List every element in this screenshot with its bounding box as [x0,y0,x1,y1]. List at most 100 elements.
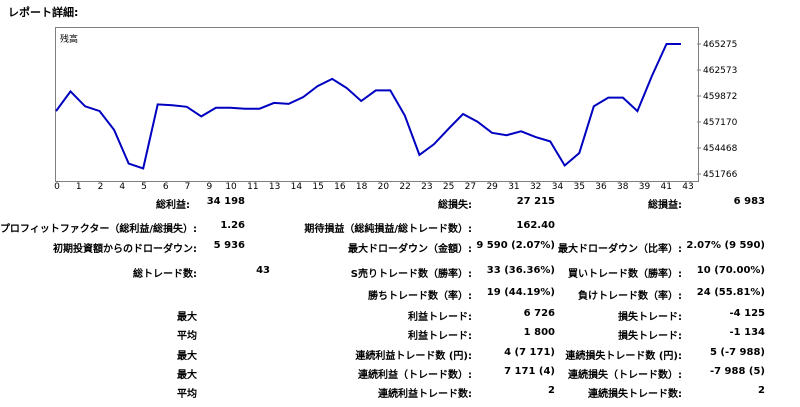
winning-trades-label: 勝ちトレード数（率）: [368,291,472,302]
gross-profit-label: 総利益: [156,200,190,211]
max-consecutive-wins-value: 4 (7 171) [504,347,555,358]
max-consecutive-amount-label: 最大 [177,370,197,381]
expected-payoff-label: 期待損益（総純損益/総トレード数）: [304,224,472,235]
total-trades-value: 43 [256,265,270,276]
y-tick-label: 457170 [703,118,738,128]
x-tick-label: 32 [530,182,541,192]
buy-trades-label: 買いトレード数（勝率）: [568,269,682,280]
sell-trades-value: 33 (36.36%) [486,265,555,276]
x-tick-label: 38 [617,182,629,192]
stats-row-max-consecutive-amount: 最大 連続利益（トレード数）: 7 171 (4) 連続損失（トレード数）: -… [0,366,800,384]
x-tick-label: 15 [312,182,323,192]
x-tick-label: 7 [185,182,191,192]
x-tick-label: 2 [98,182,104,192]
avg-consecutive-wins-label: 連続利益トレード数: [378,389,472,400]
stats-row-avg-consecutive: 平均 連続利益トレード数: 2 連続損失トレード数: 2 [0,385,800,403]
max-consecutive-profit-value: 7 171 (4) [504,366,555,377]
balance-series-line [55,43,681,170]
max-drawdown-amount-label: 最大ドローダウン（金額）: [348,244,472,255]
stats-row-total: 総利益: 34 198 総損失: 27 215 総損益: 6 983 [0,196,800,214]
average-profit-value: 1 800 [523,327,555,338]
x-tick-label: 4 [119,182,125,192]
x-tick-label: 18 [356,182,368,192]
x-tick-label: 14 [291,182,303,192]
max-drawdown-amount-value: 9 590 (2.07%) [476,240,555,251]
largest-profit-value: 6 726 [523,308,555,319]
average-loss-value: -1 134 [729,327,765,338]
x-tick-label: 23 [421,182,432,192]
x-tick-label: 11 [247,182,258,192]
max-drawdown-ratio-value: 2.07% (9 590) [686,240,765,251]
x-tick-label: 34 [552,182,564,192]
stats-row-trades: 総トレード数: 43 S売りトレード数（勝率）: 33 (36.36%) 買いト… [0,265,800,283]
y-tick-label: 451766 [703,170,738,180]
max-drawdown-ratio-label: 最大ドローダウン（比率）: [558,244,682,255]
y-tick-label: 454468 [703,144,738,154]
total-trades-label: 総トレード数: [133,269,197,280]
sell-trades-label: S売りトレード数（勝率）: [350,269,472,280]
max-consecutive-label: 最大 [177,351,197,362]
average-loss-label: 損失トレード: [618,331,682,342]
x-tick-label: 6 [163,182,169,192]
y-tick-label: 462573 [703,66,737,76]
y-tick-label: 465275 [703,40,737,50]
page-title: レポート詳細: [8,6,79,19]
gross-profit-value: 34 198 [206,196,245,207]
max-consecutive-profit-label: 連続利益（トレード数）: [358,370,472,381]
y-tick-label: 459872 [703,92,737,102]
stats-row-win-loss: 勝ちトレード数（率）: 19 (44.19%) 負けトレード数（率）: 24 (… [0,287,800,305]
x-tick-label: 13 [269,182,280,192]
x-tick-label: 22 [399,182,410,192]
net-profit-label: 総損益: [648,200,682,211]
largest-loss-value: -4 125 [729,308,765,319]
x-tick-label: 5 [141,182,147,192]
profit-factor-value: 1.26 [220,220,245,231]
avg-consecutive-label: 平均 [177,389,197,400]
x-tick-label: 0 [54,182,60,192]
average-profit-label: 利益トレード: [408,331,472,342]
largest-loss-label: 損失トレード: [618,312,682,323]
winning-trades-value: 19 (44.19%) [486,287,555,298]
net-profit-value: 6 983 [733,196,765,207]
initial-drawdown-label: 初期投資額からのドローダウン: [53,244,197,255]
chart-label: 残高 [60,35,79,45]
largest-profit-label: 利益トレード: [408,312,472,323]
x-tick-label: 39 [639,182,651,192]
x-tick-label: 20 [378,182,390,192]
x-tick-label: 9 [206,182,212,192]
gross-loss-label: 総損失: [438,200,472,211]
stats-row-max-consecutive: 最大 連続利益トレード数 (円): 4 (7 171) 連続損失トレード数 (円… [0,347,800,365]
x-tick-label: 25 [443,182,454,192]
x-tick-label: 31 [508,182,519,192]
x-tick-label: 35 [573,182,584,192]
avg-consecutive-losses-label: 連続損失トレード数: [588,389,682,400]
x-tick-label: 36 [595,182,607,192]
x-tick-label: 16 [334,182,346,192]
losing-trades-label: 負けトレード数（率）: [578,291,682,302]
balance-chart-svg: 465275 462573 459872 457170 454468 451766 0 1 2 4… [54,40,738,192]
x-tick-label: 29 [486,182,498,192]
expected-payoff-value: 162.40 [516,220,555,231]
largest-label: 最大 [177,312,197,323]
max-consecutive-loss-label: 連続損失（トレード数）: [568,370,682,381]
average-label: 平均 [177,331,197,342]
max-consecutive-losses-value: 5 (-7 988) [709,347,765,358]
buy-trades-value: 10 (70.00%) [696,265,765,276]
max-consecutive-loss-value: -7 988 (5) [709,366,765,377]
profit-factor-label: プロフィットファクター（総利益/総損失）: [0,224,197,235]
avg-consecutive-wins-value: 2 [548,385,555,396]
x-tick-label: 10 [225,182,237,192]
initial-drawdown-value: 5 936 [213,240,245,251]
x-tick-label: 1 [76,182,82,192]
max-consecutive-wins-label: 連続利益トレード数 (円): [355,351,472,362]
losing-trades-value: 24 (55.81%) [696,287,765,298]
stats-row-factor: プロフィットファクター（総利益/総損失）: 1.26 期待損益（総純損益/総トレ… [0,220,800,238]
gross-loss-value: 27 215 [516,196,555,207]
x-tick-label: 27 [465,182,476,192]
stats-row-drawdown: 初期投資額からのドローダウン: 5 936 最大ドローダウン（金額）: 9 59… [0,240,800,258]
stats-row-average: 平均 利益トレード: 1 800 損失トレード: -1 134 [0,327,800,345]
x-tick-label: 41 [661,182,672,192]
stats-row-largest: 最大 利益トレード: 6 726 損失トレード: -4 125 [0,308,800,326]
x-tick-label: 43 [682,182,693,192]
avg-consecutive-losses-value: 2 [758,385,765,396]
